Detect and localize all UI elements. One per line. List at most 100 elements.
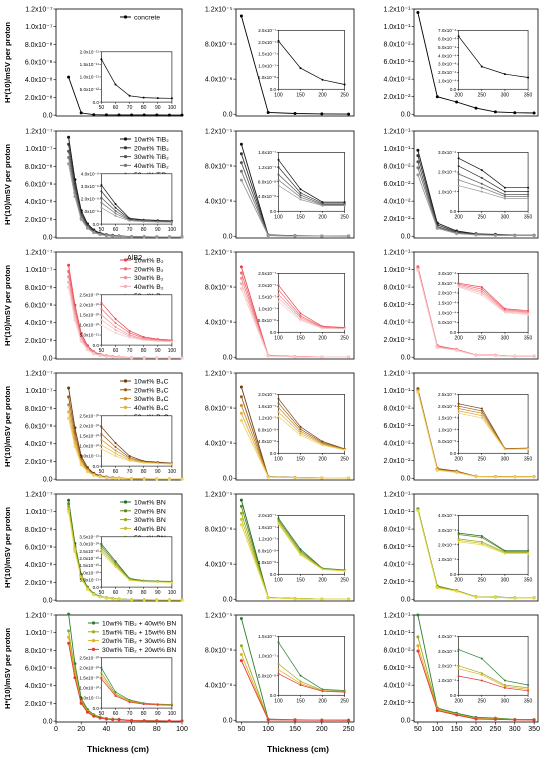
inset-point [128, 219, 131, 222]
plot-frame [55, 372, 183, 481]
data-point [79, 111, 83, 115]
inset-point [299, 682, 302, 685]
inset-frame [101, 173, 173, 225]
y-tick-label: 1.0x10⁻¹ [383, 146, 411, 153]
inset-y-tick-label: 2.0x10⁻⁴ [438, 664, 456, 669]
y-tick-label: 1.0x10⁻¹ [383, 509, 411, 516]
inset-series-line [458, 185, 529, 199]
plot-frame [55, 493, 183, 602]
data-point [67, 285, 71, 289]
inset-x-tick-label: 150 [296, 92, 305, 98]
y-tick-label: 8.0x10⁻² [383, 164, 411, 171]
inset-point [321, 204, 324, 207]
inset-series-line [101, 433, 172, 464]
y-tick-label: 6.0x10⁻² [383, 665, 411, 672]
inset: 0.0 1.0x10⁻⁴ 2.0x10⁻⁴ 3.0x10⁻⁴ 200 250 300 350 [438, 150, 532, 220]
inset-frame [458, 152, 529, 212]
y-tick-label: 6.0x10⁻² [383, 181, 411, 188]
inset-point [114, 566, 117, 568]
y-tick-label: 1.2x10⁻⁵ [205, 492, 233, 499]
inset-point [343, 691, 346, 694]
inset-y-tick-label: 2.5x10⁻¹⁰ [79, 414, 99, 419]
inset-point [100, 307, 103, 310]
data-point [239, 617, 243, 620]
data-point [455, 713, 459, 717]
y-tick-label: 1.0x10⁻¹ [383, 388, 411, 395]
data-point [239, 271, 243, 275]
data-point [455, 471, 459, 475]
y-tick-label: 6.0x10⁻⁸ [25, 666, 53, 673]
inset-series-line [278, 297, 345, 330]
data-point [67, 386, 71, 390]
y-tick-label: 8.0x10⁻² [383, 285, 411, 292]
data-point [167, 356, 171, 360]
inset-x-tick-label: 60 [113, 348, 119, 354]
legend-entry: 40wt% B₄C [134, 405, 169, 412]
inset-point [527, 76, 530, 79]
inset-point [343, 570, 346, 572]
series-line [68, 76, 182, 116]
inset-y-tick-label: 0.0 [270, 87, 277, 92]
inset-y-tick-label: 2.0x10⁻⁴ [438, 404, 456, 409]
inset-y-tick-label: 7.0x10⁻⁴ [438, 28, 456, 33]
data-point [239, 418, 243, 422]
y-tick-label: 8.0x10⁻⁶ [205, 285, 233, 292]
inset-point [277, 402, 280, 405]
data-point [67, 135, 71, 139]
inset-point [170, 704, 173, 707]
inset-point [457, 286, 460, 289]
inset-point [170, 463, 173, 466]
data-point [180, 356, 184, 360]
inset-y-tick-label: 3.0x10⁻⁴ [438, 150, 456, 155]
inset-point [100, 313, 103, 316]
inset-series-line [458, 157, 529, 189]
inset-x-tick-label: 80 [141, 227, 147, 233]
inset-point [299, 428, 302, 431]
inset-y-tick-label: 2.0x10⁻⁴ [438, 291, 456, 296]
y-tick-label: 2.0x10⁻⁸ [25, 338, 53, 345]
inset-point [480, 409, 483, 412]
data-point [130, 598, 134, 602]
data-point [167, 719, 171, 723]
inset-point [100, 324, 103, 326]
x-tick-label: 50 [414, 726, 422, 733]
inset-point [480, 657, 483, 660]
data-point [239, 178, 243, 182]
inset-point [128, 334, 131, 336]
inset-point [503, 73, 506, 76]
data-point [67, 635, 71, 639]
inset-frame [278, 394, 345, 454]
series-line [68, 643, 182, 722]
data-point [98, 233, 102, 237]
y-tick-label: 1.0x10⁻⁷ [25, 24, 53, 31]
y-tick-label: 2.0x10⁻⁸ [25, 701, 53, 708]
inset-point [503, 679, 506, 682]
inset-y-tick-label: 5.0x10⁻¹¹ [80, 454, 100, 459]
x-tick-label: 200 [316, 726, 328, 733]
y-tick-label: 0.0 [43, 235, 53, 242]
inset-point [128, 94, 131, 97]
inset-point [299, 554, 302, 557]
inset-point [114, 332, 117, 334]
data-point [111, 718, 115, 722]
inset-point [277, 40, 280, 42]
y-tick-label: 2.0x10⁻⁸ [25, 95, 53, 102]
x-tick-label: 250 [343, 726, 355, 733]
data-point [293, 355, 297, 359]
y-axis-label: H*(10)/mSV per proton [3, 144, 12, 225]
inset-point [480, 176, 483, 179]
data-point [117, 235, 121, 238]
inset-point [527, 686, 530, 689]
data-point [320, 597, 324, 601]
legend-marker [123, 379, 128, 383]
inset-x-tick-label: 150 [296, 577, 305, 583]
inset-frame [101, 536, 173, 588]
inset-y-tick-label: 4.0x10⁻⁸ [258, 194, 276, 199]
data-point [86, 470, 89, 474]
legend-entry: 20wt% TiB₂ [134, 145, 169, 152]
inset-point [503, 552, 506, 555]
inset-y-tick-label: 5.0x10⁻¹¹ [80, 696, 100, 701]
inset-y-tick-label: 3.0x10⁻⁹ [81, 184, 99, 189]
inset-point [114, 206, 117, 209]
